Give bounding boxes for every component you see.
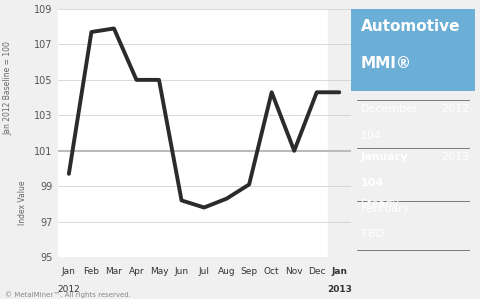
Text: Jun: Jun [174, 267, 189, 276]
Text: © MetalMiner™. All rights reserved.: © MetalMiner™. All rights reserved. [5, 291, 131, 298]
Text: Jan: Jan [62, 267, 76, 276]
Text: MMI®: MMI® [360, 56, 412, 71]
Text: Jan 2012 Baseline = 100: Jan 2012 Baseline = 100 [3, 42, 12, 135]
Text: 104: 104 [360, 131, 382, 141]
Text: Apr: Apr [129, 267, 144, 276]
Text: 2013: 2013 [441, 152, 469, 162]
Text: Jan: Jan [331, 267, 347, 276]
Text: Jul: Jul [199, 267, 210, 276]
Text: Dec: Dec [308, 267, 325, 276]
Text: January: January [360, 152, 408, 162]
Text: May: May [150, 267, 168, 276]
Text: 2012: 2012 [441, 104, 469, 114]
Text: Mar: Mar [106, 267, 122, 276]
Bar [350, 9, 475, 91]
Text: Oct: Oct [264, 267, 279, 276]
Bar [328, 9, 350, 257]
Text: Sep: Sep [240, 267, 258, 276]
Text: Aug: Aug [218, 267, 235, 276]
Text: February: February [360, 204, 410, 214]
Text: Index Value: Index Value [18, 180, 27, 225]
Text: 2013: 2013 [327, 285, 352, 294]
Text: TBD: TBD [360, 229, 384, 239]
Text: Feb: Feb [84, 267, 99, 276]
Text: Automotive: Automotive [360, 19, 460, 34]
Text: 104: 104 [360, 178, 384, 188]
Text: 2012: 2012 [58, 285, 80, 294]
Text: Nov: Nov [286, 267, 303, 276]
Text: Steady: Steady [360, 199, 399, 209]
Text: December: December [360, 104, 418, 114]
